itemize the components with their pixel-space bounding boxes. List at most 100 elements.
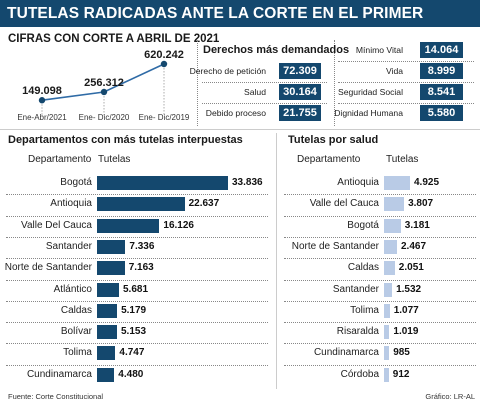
line-chart: 149.098 Ene-Abr/2021 256.312 Ene- Dic/2020 6… xyxy=(17,49,190,122)
row-divider xyxy=(6,279,268,281)
bar-category-label: Santander xyxy=(332,283,379,295)
demanded-right-value: 5.580 xyxy=(420,105,463,121)
line-value-label: 256.312 xyxy=(84,77,124,89)
bar xyxy=(384,282,393,297)
bar xyxy=(97,176,228,190)
bar-value-label: 1.019 xyxy=(393,326,419,338)
line-chart-title: CIFRAS CON CORTE A ABRIL DE 2021 xyxy=(8,33,220,45)
demanded-right-label: Seguridad Social xyxy=(338,87,403,97)
bar-category-label: Tolima xyxy=(350,304,379,316)
bar-category-label: Valle Del Cauca xyxy=(21,219,92,231)
row-divider xyxy=(338,61,474,62)
bar xyxy=(97,218,160,233)
line-category-label: Ene- Dic/2020 xyxy=(79,113,130,122)
bar-category-label: Tolima xyxy=(63,347,92,359)
bar xyxy=(384,239,397,254)
bar xyxy=(384,176,410,190)
bar xyxy=(384,367,389,382)
row-divider xyxy=(6,343,268,345)
bar-category-label: Bolívar xyxy=(60,326,92,338)
bar xyxy=(97,346,116,361)
departments-col-label: Departamento xyxy=(28,154,92,165)
row-divider xyxy=(284,258,476,260)
bar-category-label: Norte de Santander xyxy=(4,262,92,274)
bar-value-label: 5.179 xyxy=(121,304,147,316)
source-note: Fuente: Corte Constitucional xyxy=(8,392,104,401)
bar-category-label: Atlántico xyxy=(53,283,92,295)
bar-category-label: Antioquia xyxy=(50,198,92,210)
line-point xyxy=(100,88,108,96)
bar xyxy=(384,197,405,212)
demanded-right-value: 30.164 xyxy=(279,84,321,100)
row-divider xyxy=(284,236,476,238)
bar-category-label: Norte de Santander xyxy=(291,240,379,252)
bar-value-label: 2.051 xyxy=(398,262,424,274)
bar-value-label: 1.532 xyxy=(396,283,422,295)
row-divider xyxy=(202,82,327,83)
bar-category-label: Santander xyxy=(45,240,92,252)
row-divider xyxy=(284,343,476,345)
row-divider xyxy=(284,364,476,366)
row-divider xyxy=(284,215,476,217)
demanded-right-label: Mínimo Vital xyxy=(355,45,403,55)
bar-category-label: Caldas xyxy=(60,304,92,316)
bar-value-label: 5.153 xyxy=(121,326,147,338)
bar-category-label: Cundinamarca xyxy=(26,368,92,380)
demanded-right-value: 8.541 xyxy=(420,84,463,100)
line-point xyxy=(38,97,46,104)
bar xyxy=(97,239,126,254)
health-title: Tutelas por salud xyxy=(288,134,379,146)
bar-value-label: 2.467 xyxy=(401,240,427,252)
bar xyxy=(97,367,115,382)
section-divider xyxy=(197,40,198,126)
bar-category-label: Risaralda xyxy=(336,326,379,338)
bar-value-label: 1.077 xyxy=(393,304,419,316)
bar xyxy=(384,218,401,233)
bar-value-label: 985 xyxy=(393,347,410,359)
row-divider xyxy=(6,300,268,302)
bar xyxy=(384,303,390,318)
demanded-right-label: Debido proceso xyxy=(205,108,266,118)
demanded-right-label: Salud xyxy=(244,87,266,97)
bar xyxy=(97,325,117,340)
bar-value-label: 33.836 xyxy=(232,177,263,188)
row-divider xyxy=(6,236,268,238)
bar-category-label: Antioquia xyxy=(337,177,379,188)
row-divider xyxy=(6,322,268,324)
demanded-right-label: Derecho de petición xyxy=(189,66,266,76)
demanded-right-value: 72.309 xyxy=(279,63,321,79)
line-value-label: 620.242 xyxy=(144,49,184,61)
bar xyxy=(384,261,395,276)
row-divider xyxy=(6,215,268,217)
bar-category-label: Córdoba xyxy=(340,368,379,380)
bar-value-label: 4.480 xyxy=(118,368,144,380)
row-divider xyxy=(338,103,474,104)
credit-note: Gráfico: LR-AL xyxy=(425,392,475,401)
demanded-right-value: 8.999 xyxy=(420,63,463,79)
row-divider xyxy=(202,103,327,104)
demanded-right-value: 14.064 xyxy=(420,42,463,58)
departments-title: Departamentos con más tutelas interpuest… xyxy=(8,134,243,146)
bar xyxy=(97,282,119,297)
health-col-label: Departamento xyxy=(297,154,361,165)
row-divider xyxy=(284,279,476,281)
bar-category-label: Bogotá xyxy=(60,177,92,188)
row-divider xyxy=(6,194,268,196)
bar xyxy=(384,346,390,361)
bar-value-label: 912 xyxy=(392,368,410,380)
bar-value-label: 5.681 xyxy=(123,283,149,295)
line-value-label: 149.098 xyxy=(22,85,62,97)
bar-value-label: 7.163 xyxy=(128,262,154,274)
row-divider xyxy=(6,258,268,260)
bar-value-label: 7.336 xyxy=(129,240,155,252)
bar-category-label: Cundinamarca xyxy=(313,347,379,359)
bar-value-label: 22.637 xyxy=(188,198,220,210)
section-divider xyxy=(334,40,335,126)
row-divider xyxy=(284,322,476,324)
line-category-label: Ene-Abr/2021 xyxy=(17,113,67,122)
row-divider xyxy=(338,82,474,83)
bar-category-label: Caldas xyxy=(347,262,379,274)
row-divider xyxy=(6,364,268,366)
row-divider xyxy=(284,300,476,302)
bar xyxy=(97,197,185,212)
